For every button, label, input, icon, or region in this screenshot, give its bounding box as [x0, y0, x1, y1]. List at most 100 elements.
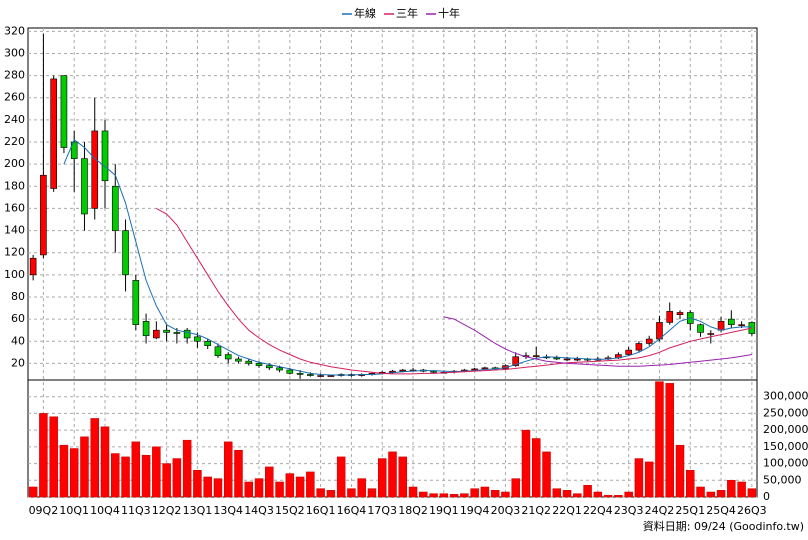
volume-bar	[111, 453, 120, 498]
x-tick-label: 14Q3	[244, 504, 274, 517]
candle-body	[235, 358, 242, 362]
volume-bar	[100, 426, 110, 498]
y-tick-label: 200	[4, 157, 25, 170]
ma-line	[443, 316, 752, 367]
candle-body	[471, 368, 478, 371]
candle-body	[183, 329, 191, 339]
y2-tick-label: 300,000	[763, 390, 808, 403]
x-tick-label: 10Q1	[59, 504, 89, 517]
volume-bar	[234, 449, 243, 498]
volume-bar	[203, 476, 212, 498]
volume-bar	[408, 486, 418, 498]
y2-tick-label: 200,000	[763, 423, 808, 436]
y-tick-label: 160	[4, 201, 25, 214]
candle-body	[286, 369, 294, 374]
y-tick-label: 100	[4, 268, 25, 281]
candle-body	[29, 257, 37, 276]
y-tick-label: 240	[4, 113, 25, 126]
volume-bar	[521, 429, 531, 498]
candle-body	[194, 336, 201, 342]
volume-bar	[213, 478, 223, 498]
volume-bar	[388, 451, 397, 498]
volume-bar	[675, 444, 685, 498]
candle-body	[296, 373, 304, 375]
volume-bar	[716, 490, 726, 498]
volume-bar	[244, 481, 254, 498]
volume-bar	[193, 470, 202, 498]
x-tick-label: 13Q4	[213, 504, 243, 517]
volume-bar	[603, 495, 613, 498]
candle-body	[656, 322, 663, 340]
x-tick-label: 20Q3	[491, 504, 521, 517]
legend-label: 年線	[354, 6, 376, 20]
volume-bar	[121, 456, 130, 498]
candle-body	[163, 329, 170, 333]
candle-body	[276, 367, 283, 371]
candle-body	[574, 358, 581, 361]
x-tick-label: 21Q2	[521, 504, 551, 517]
volume-bar	[542, 451, 551, 498]
candle-body	[317, 375, 324, 377]
candle-body	[132, 280, 140, 325]
candle-body	[563, 358, 571, 361]
y-tick-label: 20	[11, 356, 25, 369]
y-tick-label: 40	[11, 334, 25, 347]
x-tick-label: 11Q3	[121, 504, 151, 517]
candle-body	[738, 324, 745, 326]
volume-bar	[265, 466, 274, 498]
volume-bar	[141, 454, 151, 498]
volume-bar	[367, 488, 377, 498]
volume-bar	[480, 486, 490, 498]
candle-body	[40, 174, 47, 256]
volume-bar	[490, 490, 500, 498]
candle-body	[553, 357, 561, 360]
candle-body	[389, 370, 396, 373]
volume-bar	[275, 481, 284, 498]
x-tick-label: 25Q4	[706, 504, 736, 517]
x-tick-label: 22Q4	[583, 504, 613, 517]
x-tick-label: 10Q4	[90, 504, 120, 517]
legend-label: 十年	[438, 6, 460, 20]
volume-bar	[593, 491, 603, 498]
y-tick-label: 220	[4, 135, 25, 148]
volume-bar	[501, 491, 510, 498]
candle-body	[255, 363, 263, 366]
y-tick-label: 80	[11, 290, 25, 303]
y2-tick-label: 50,000	[763, 473, 802, 486]
x-tick-label: 16Q1	[306, 504, 336, 517]
ma-line	[156, 207, 753, 375]
candle-body	[245, 360, 253, 364]
volume-bar	[28, 486, 38, 498]
candle-body	[60, 75, 68, 148]
volume-bar	[306, 471, 315, 498]
candle-body	[50, 78, 57, 189]
candle-body	[717, 321, 725, 331]
candle-body	[111, 185, 119, 231]
volume-bar	[696, 486, 705, 498]
y-tick-label: 280	[4, 69, 25, 82]
x-tick-label: 25Q1	[675, 504, 705, 517]
volume-bar	[511, 478, 520, 498]
x-tick-label: 09Q2	[29, 504, 59, 517]
x-tick-label: 16Q4	[337, 504, 367, 517]
x-tick-label: 15Q2	[275, 504, 305, 517]
volume-bar	[162, 463, 171, 498]
candle-body	[327, 375, 335, 377]
volume-bar	[152, 446, 161, 498]
y2-tick-label: 250,000	[763, 406, 808, 419]
candle-body	[265, 365, 273, 369]
volume-bar	[562, 490, 572, 498]
x-tick-label: 22Q1	[552, 504, 582, 517]
volume-bar	[655, 381, 664, 498]
price-panel	[27, 27, 758, 381]
volume-bar	[449, 494, 459, 498]
y-tick-label: 260	[4, 91, 25, 104]
volume-bar	[295, 476, 305, 498]
volume-bar	[470, 488, 479, 498]
y-tick-label: 180	[4, 179, 25, 192]
volume-bar	[706, 491, 716, 498]
volume-bar	[737, 481, 746, 498]
y-tick-label: 300	[4, 46, 25, 59]
volume-bar	[747, 488, 757, 498]
